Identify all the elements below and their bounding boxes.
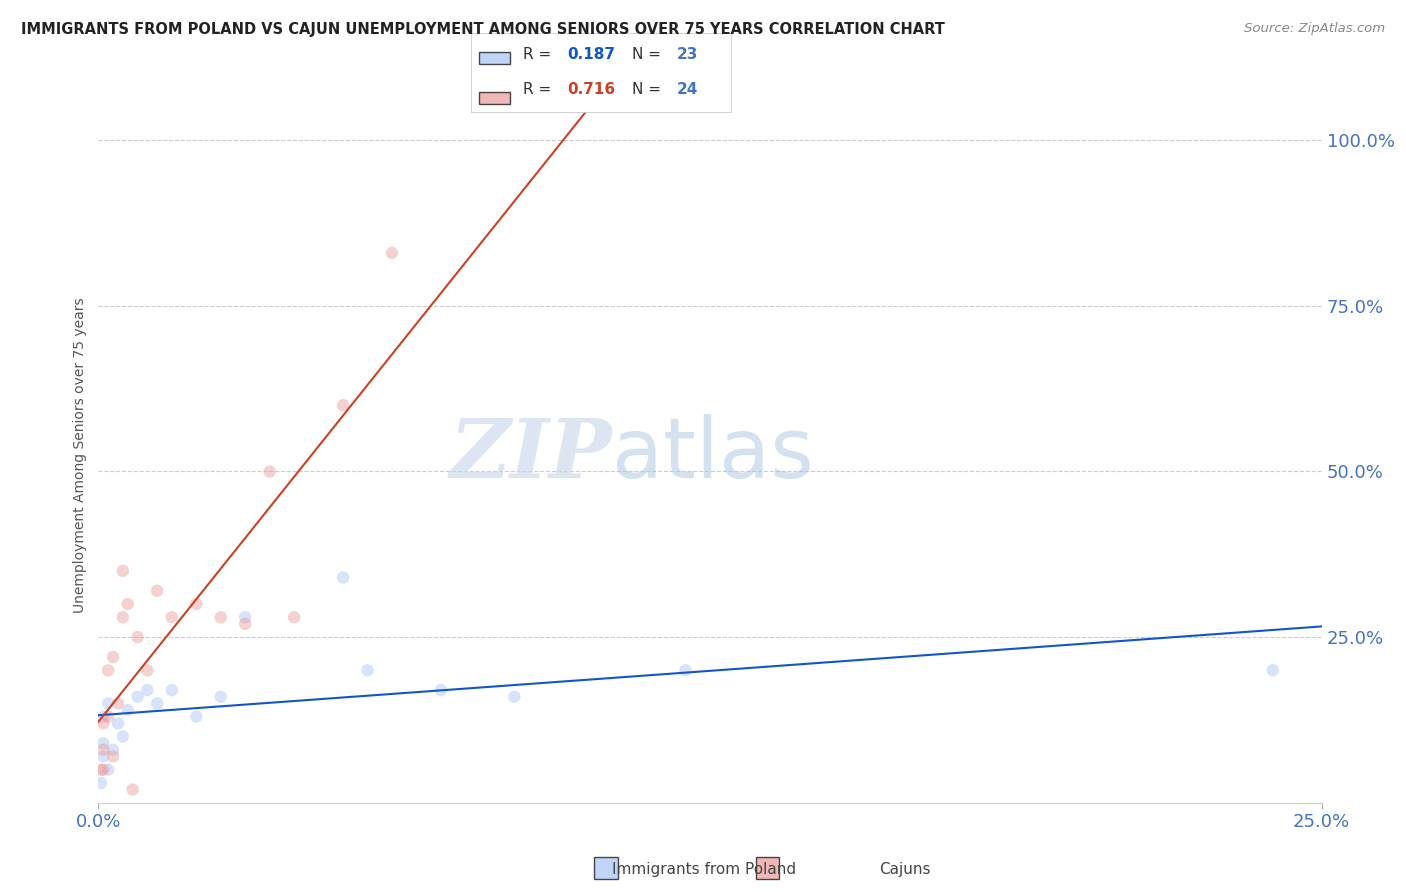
Text: atlas: atlas: [612, 415, 814, 495]
Point: [146, 583, 169, 598]
Point: [186, 597, 208, 611]
FancyBboxPatch shape: [479, 53, 510, 64]
Point: [101, 743, 124, 757]
Point: [136, 683, 159, 698]
Point: [107, 716, 129, 731]
Point: [111, 730, 134, 744]
Point: [107, 697, 129, 711]
Point: [127, 690, 149, 704]
Point: [97, 763, 120, 777]
Point: [233, 610, 256, 624]
Point: [160, 610, 183, 624]
Point: [91, 743, 114, 757]
Text: Cajuns: Cajuns: [879, 863, 931, 877]
Point: [160, 683, 183, 698]
Point: [117, 597, 139, 611]
Point: [283, 610, 305, 624]
Text: ZIP: ZIP: [450, 415, 612, 495]
Point: [356, 663, 378, 677]
Point: [233, 616, 256, 631]
Text: IMMIGRANTS FROM POLAND VS CAJUN UNEMPLOYMENT AMONG SENIORS OVER 75 YEARS CORRELA: IMMIGRANTS FROM POLAND VS CAJUN UNEMPLOY…: [21, 22, 945, 37]
Text: N =: N =: [633, 82, 666, 97]
Point: [259, 465, 281, 479]
Point: [117, 703, 139, 717]
Point: [97, 697, 120, 711]
Point: [90, 763, 112, 777]
Text: R =: R =: [523, 47, 557, 62]
FancyBboxPatch shape: [756, 857, 779, 879]
Point: [91, 716, 114, 731]
Point: [332, 570, 354, 584]
Point: [101, 749, 124, 764]
Point: [1261, 663, 1284, 677]
Text: N =: N =: [633, 47, 666, 62]
Point: [97, 709, 120, 723]
Point: [209, 610, 232, 624]
Text: R =: R =: [523, 82, 557, 97]
Point: [90, 776, 112, 790]
Text: 0.716: 0.716: [567, 82, 616, 97]
Point: [101, 650, 124, 665]
Text: 23: 23: [676, 47, 697, 62]
Point: [146, 697, 169, 711]
Point: [111, 610, 134, 624]
Point: [136, 663, 159, 677]
FancyBboxPatch shape: [595, 857, 619, 879]
Text: Source: ZipAtlas.com: Source: ZipAtlas.com: [1244, 22, 1385, 36]
Point: [91, 736, 114, 750]
FancyBboxPatch shape: [479, 92, 510, 103]
Point: [332, 398, 354, 412]
Text: 24: 24: [676, 82, 697, 97]
Point: [127, 630, 149, 644]
Text: 0.187: 0.187: [567, 47, 616, 62]
Point: [186, 709, 208, 723]
Point: [111, 564, 134, 578]
Y-axis label: Unemployment Among Seniors over 75 years: Unemployment Among Seniors over 75 years: [73, 297, 87, 613]
Point: [91, 749, 114, 764]
Point: [430, 683, 453, 698]
Point: [91, 763, 114, 777]
Point: [381, 245, 404, 260]
Point: [503, 690, 526, 704]
Point: [121, 782, 143, 797]
Point: [97, 663, 120, 677]
Text: Immigrants from Poland: Immigrants from Poland: [612, 863, 796, 877]
Point: [91, 709, 114, 723]
Point: [675, 663, 697, 677]
Point: [209, 690, 232, 704]
